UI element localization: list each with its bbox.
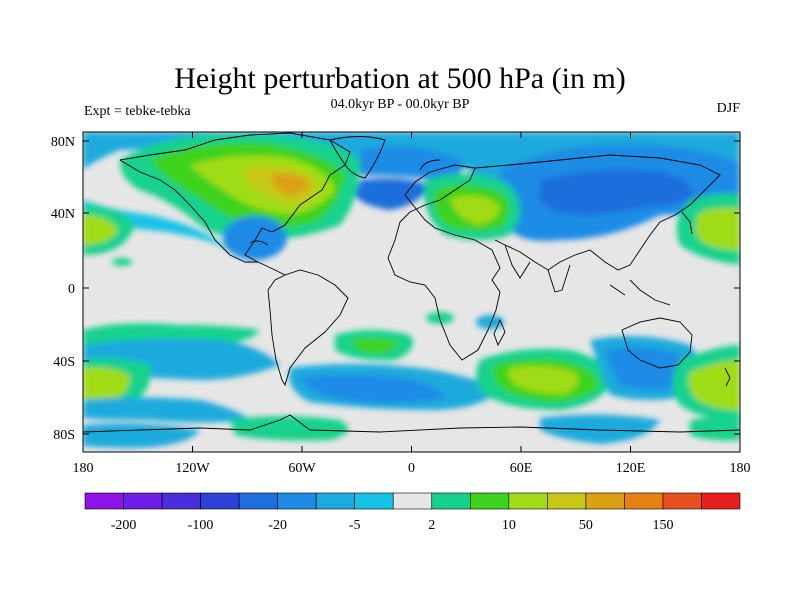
colorbar-swatch: [315, 492, 356, 510]
colorbar-swatch: [431, 492, 471, 510]
colorbar-label: -20: [268, 518, 287, 533]
colorbar-swatch: [200, 492, 240, 510]
lon-label: 180: [730, 461, 751, 476]
colorbar-label: 50: [579, 518, 593, 533]
colorbar-swatch: [84, 492, 124, 510]
colorbar-swatch: [123, 492, 163, 510]
lon-label: 0: [408, 461, 415, 476]
contour-field: [83, 132, 740, 452]
colorbar-label: -100: [188, 518, 214, 533]
colorbar-swatch: [624, 492, 664, 510]
latitude-axis: 80N 40N 0 40S 80S: [51, 135, 740, 443]
colorbar-swatch: [585, 492, 625, 510]
lon-label: 120W: [175, 461, 210, 476]
colorbar-label: -200: [111, 518, 137, 533]
experiment-label: Expt = tebke-tebka: [84, 104, 191, 119]
lat-label: 40N: [51, 207, 75, 222]
colorbar-swatch: [662, 492, 702, 510]
longitude-axis: 180 120W 60W 0 60E 120E 180: [73, 132, 751, 476]
colorbar: -200 -100 -20 -5 2 10 50 150: [84, 492, 741, 533]
colorbar-swatch: [547, 492, 587, 510]
lon-label: 60E: [510, 461, 533, 476]
colorbar-swatch: [392, 492, 433, 510]
season-label: DJF: [716, 101, 740, 116]
lon-label: 60W: [288, 461, 316, 476]
colorbar-label: -5: [349, 518, 361, 533]
lon-label: 120E: [616, 461, 646, 476]
colorbar-swatch: [238, 492, 278, 510]
colorbar-label: 10: [502, 518, 516, 533]
lon-label: 180: [73, 461, 94, 476]
lat-label: 80N: [51, 135, 75, 150]
lat-label: 80S: [53, 428, 75, 443]
colorbar-swatch: [469, 492, 510, 510]
colorbar-swatch: [161, 492, 201, 510]
map-title: Height perturbation at 500 hPa (in m): [174, 62, 626, 95]
colorbar-swatch: [277, 492, 317, 510]
colorbar-swatch: [354, 492, 394, 510]
lat-label: 40S: [53, 355, 75, 370]
period-label: 04.0kyr BP - 00.0kyr BP: [330, 97, 470, 112]
coastlines: [83, 132, 740, 433]
lat-label: 0: [68, 282, 75, 297]
colorbar-swatch: [508, 492, 548, 510]
colorbar-label: 150: [652, 518, 673, 533]
colorbar-label: 2: [428, 518, 435, 533]
colorbar-swatch: [701, 492, 741, 510]
